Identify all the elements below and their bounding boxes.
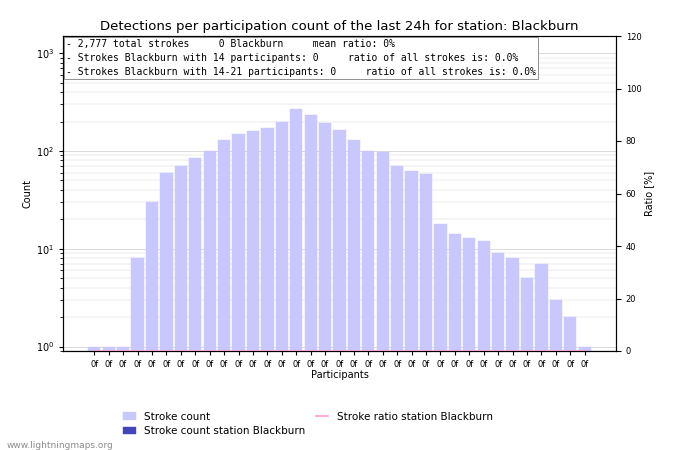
Stroke ratio station Blackburn: [307, 348, 315, 354]
Stroke ratio station Blackburn: [133, 348, 141, 354]
Stroke ratio station Blackburn: [206, 348, 214, 354]
Bar: [189, 158, 202, 450]
Stroke ratio station Blackburn: [148, 348, 156, 354]
Stroke ratio station Blackburn: [292, 348, 300, 354]
Stroke ratio station Blackburn: [234, 348, 243, 354]
Bar: [377, 152, 389, 450]
Stroke ratio station Blackburn: [379, 348, 387, 354]
Stroke ratio station Blackburn: [162, 348, 171, 354]
Bar: [550, 300, 562, 450]
Stroke ratio station Blackburn: [436, 348, 445, 354]
Bar: [333, 130, 346, 450]
Bar: [304, 115, 317, 450]
Bar: [261, 128, 274, 450]
Stroke ratio station Blackburn: [176, 348, 185, 354]
Stroke ratio station Blackburn: [393, 348, 401, 354]
Bar: [88, 346, 100, 450]
Bar: [579, 346, 591, 450]
Legend: Stroke count, Stroke count station Blackburn, Stroke ratio station Blackburn: Stroke count, Stroke count station Black…: [119, 408, 497, 440]
Stroke ratio station Blackburn: [451, 348, 459, 354]
Stroke ratio station Blackburn: [350, 348, 358, 354]
Bar: [420, 174, 432, 450]
Bar: [132, 258, 144, 450]
Stroke ratio station Blackburn: [580, 348, 589, 354]
Bar: [434, 224, 447, 450]
Stroke ratio station Blackburn: [422, 348, 430, 354]
Bar: [290, 109, 302, 450]
Bar: [492, 253, 504, 450]
Stroke ratio station Blackburn: [104, 348, 113, 354]
Stroke ratio station Blackburn: [508, 348, 517, 354]
Bar: [175, 166, 187, 450]
Bar: [391, 166, 403, 450]
Text: www.lightningmaps.org: www.lightningmaps.org: [7, 441, 113, 450]
Bar: [319, 123, 331, 450]
Bar: [117, 346, 130, 450]
Title: Detections per participation count of the last 24h for station: Blackburn: Detections per participation count of th…: [100, 20, 579, 33]
Stroke ratio station Blackburn: [321, 348, 329, 354]
Stroke ratio station Blackburn: [119, 348, 127, 354]
Stroke ratio station Blackburn: [248, 348, 257, 354]
Stroke ratio station Blackburn: [364, 348, 372, 354]
Bar: [218, 140, 230, 450]
Stroke ratio station Blackburn: [523, 348, 531, 354]
Bar: [463, 238, 475, 450]
Stroke ratio station Blackburn: [480, 348, 488, 354]
Stroke ratio station Blackburn: [494, 348, 503, 354]
Stroke ratio station Blackburn: [538, 348, 546, 354]
Bar: [405, 171, 418, 450]
Stroke ratio station Blackburn: [552, 348, 560, 354]
Bar: [146, 202, 158, 450]
Bar: [507, 258, 519, 450]
Stroke ratio station Blackburn: [278, 348, 286, 354]
Bar: [521, 278, 533, 450]
Bar: [232, 134, 245, 450]
Y-axis label: Count: Count: [23, 179, 33, 208]
Bar: [160, 173, 172, 450]
Bar: [204, 151, 216, 450]
Bar: [362, 151, 375, 450]
Bar: [536, 264, 547, 450]
Stroke ratio station Blackburn: [566, 348, 575, 354]
Text: - 2,777 total strokes     0 Blackburn     mean ratio: 0%
- Strokes Blackburn wit: - 2,777 total strokes 0 Blackburn mean r…: [66, 39, 536, 77]
Stroke ratio station Blackburn: [191, 348, 200, 354]
Bar: [348, 140, 360, 450]
Stroke ratio station Blackburn: [263, 348, 272, 354]
Stroke ratio station Blackburn: [465, 348, 473, 354]
Stroke ratio station Blackburn: [90, 348, 99, 354]
Bar: [103, 346, 115, 450]
Stroke ratio station Blackburn: [407, 348, 416, 354]
X-axis label: Participants: Participants: [311, 370, 368, 380]
Bar: [247, 131, 259, 450]
Bar: [564, 317, 576, 450]
Bar: [449, 234, 461, 450]
Stroke ratio station Blackburn: [335, 348, 344, 354]
Stroke ratio station Blackburn: [220, 348, 228, 354]
Y-axis label: Ratio [%]: Ratio [%]: [644, 171, 654, 216]
Bar: [276, 122, 288, 450]
Bar: [477, 241, 490, 450]
